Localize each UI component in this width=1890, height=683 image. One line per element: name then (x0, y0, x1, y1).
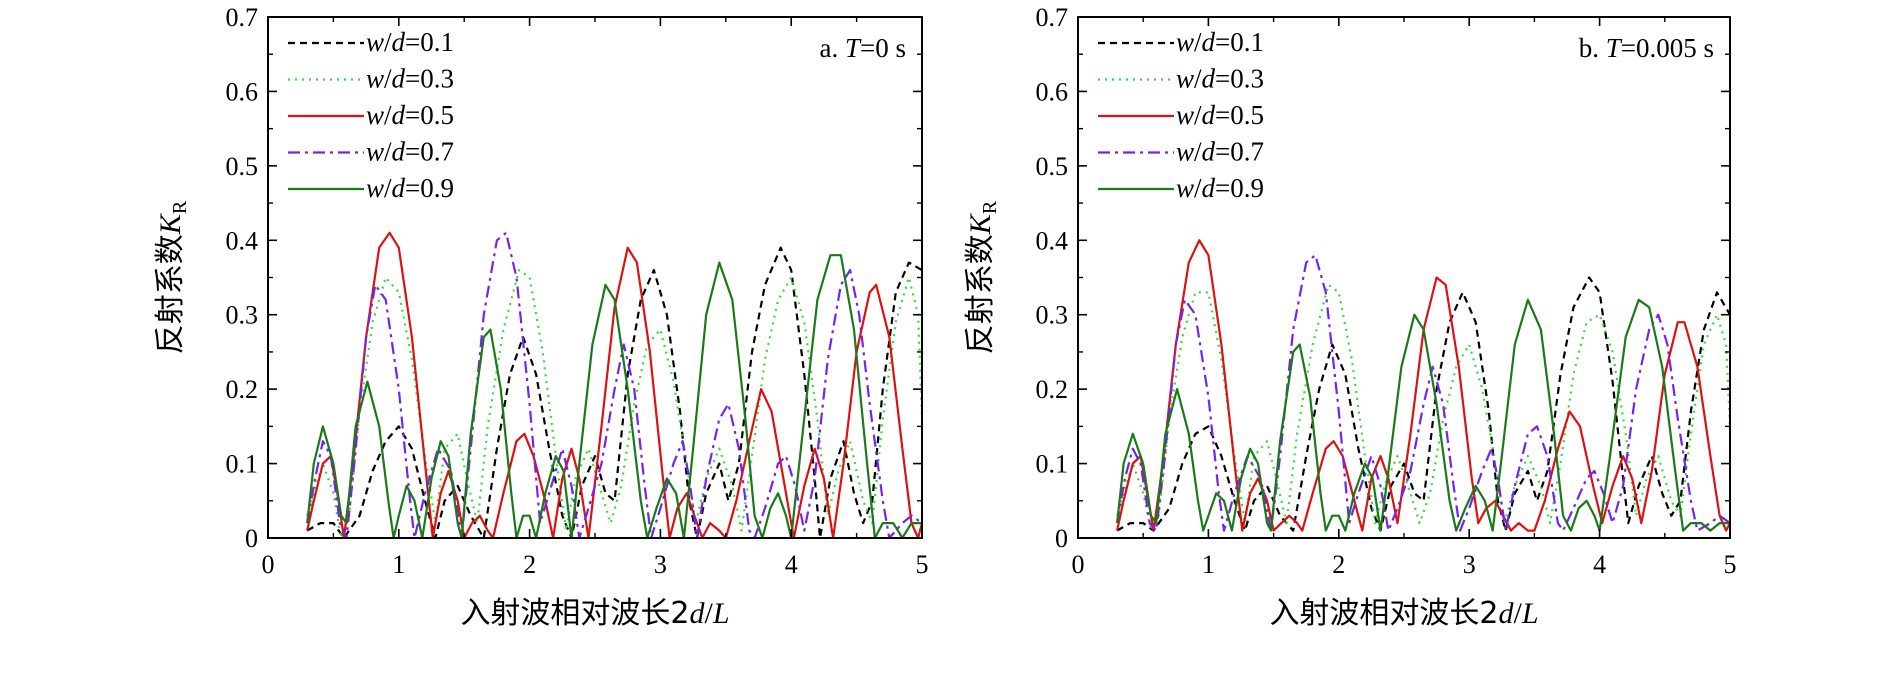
y-tick-label: 0.4 (226, 226, 259, 255)
y-axis-title: 反射系数KR (153, 200, 191, 354)
series-line-wd-01 (306, 246, 922, 538)
legend-label: w/d=0.3 (1176, 64, 1264, 94)
y-tick-label: 0.7 (226, 3, 259, 32)
y-tick-label: 0.5 (226, 152, 259, 181)
panel-annotation: a. T=0 s (820, 33, 907, 63)
legend-label: w/d=0.5 (366, 100, 454, 130)
series-line-wd-01 (1116, 276, 1730, 532)
legend: w/d=0.1 w/d=0.3 w/d=0.5 w/d=0.7 w/d=0.9 (1098, 27, 1264, 203)
x-tick-label: 4 (785, 550, 798, 579)
x-tick-label: 4 (1593, 550, 1606, 579)
series-line-wd-07 (306, 231, 922, 538)
legend-label: w/d=0.9 (366, 173, 454, 203)
series-line-wd-03 (1116, 283, 1730, 532)
x-axis-title: 入射波相对波长2d/L (1269, 596, 1538, 631)
plot-frame (1077, 16, 1731, 539)
legend-label: w/d=0.7 (366, 137, 454, 167)
y-tick-label: 0.2 (1036, 375, 1069, 404)
series-line-wd-05 (306, 231, 922, 538)
x-tick-label: 2 (1332, 550, 1345, 579)
legend-label: w/d=0.7 (1176, 137, 1264, 167)
y-tick-label: 0.1 (226, 450, 259, 479)
x-tick-label: 2 (523, 550, 536, 579)
legend: w/d=0.1 w/d=0.3 w/d=0.5 w/d=0.7 w/d=0.9 (288, 27, 454, 203)
y-tick-label: 0.3 (226, 301, 259, 330)
y-tick-label: 0.3 (1036, 301, 1069, 330)
panel-a: 0 1 2 3 4 5 0 0.1 0.2 0.3 0.4 0.5 0.6 0.7 a. T=0 s w/d=… (153, 3, 929, 631)
y-tick-label: 0 (1055, 524, 1068, 553)
y-tick-label: 0 (245, 524, 258, 553)
legend-label: w/d=0.5 (1176, 100, 1264, 130)
y-tick-label: 0.7 (1036, 3, 1069, 32)
series-line-wd-09 (306, 254, 922, 538)
y-tick-label: 0.2 (226, 375, 259, 404)
y-tick-label: 0.6 (1036, 77, 1069, 106)
legend-label: w/d=0.3 (366, 64, 454, 94)
y-tick-label: 0.6 (226, 77, 259, 106)
legend-label: w/d=0.1 (1176, 27, 1264, 57)
x-tick-label: 5 (1724, 550, 1737, 579)
legend-label: w/d=0.9 (1176, 173, 1264, 203)
x-tick-label: 1 (1202, 550, 1215, 579)
series-line-wd-07 (1116, 254, 1730, 532)
y-axis-title: 反射系数KR (963, 200, 1001, 354)
series-line-wd-09 (1116, 298, 1730, 532)
y-tick-label: 0.1 (1036, 450, 1069, 479)
panel-annotation: b. T=0.005 s (1579, 33, 1714, 63)
panel-b: 0 1 2 3 4 5 0 0.1 0.2 0.3 0.4 0.5 0.6 0.7 b. T=0.005 s… (963, 3, 1737, 631)
x-tick-label: 5 (916, 550, 929, 579)
y-tick-label: 0.4 (1036, 226, 1069, 255)
x-axis-title: 入射波相对波长2d/L (460, 596, 729, 631)
x-tick-label: 1 (392, 550, 405, 579)
x-tick-label: 0 (1072, 550, 1085, 579)
legend-label: w/d=0.1 (366, 27, 454, 57)
x-tick-label: 3 (1463, 550, 1476, 579)
x-tick-label: 3 (654, 550, 667, 579)
y-tick-label: 0.5 (1036, 152, 1069, 181)
x-tick-label: 0 (262, 550, 275, 579)
